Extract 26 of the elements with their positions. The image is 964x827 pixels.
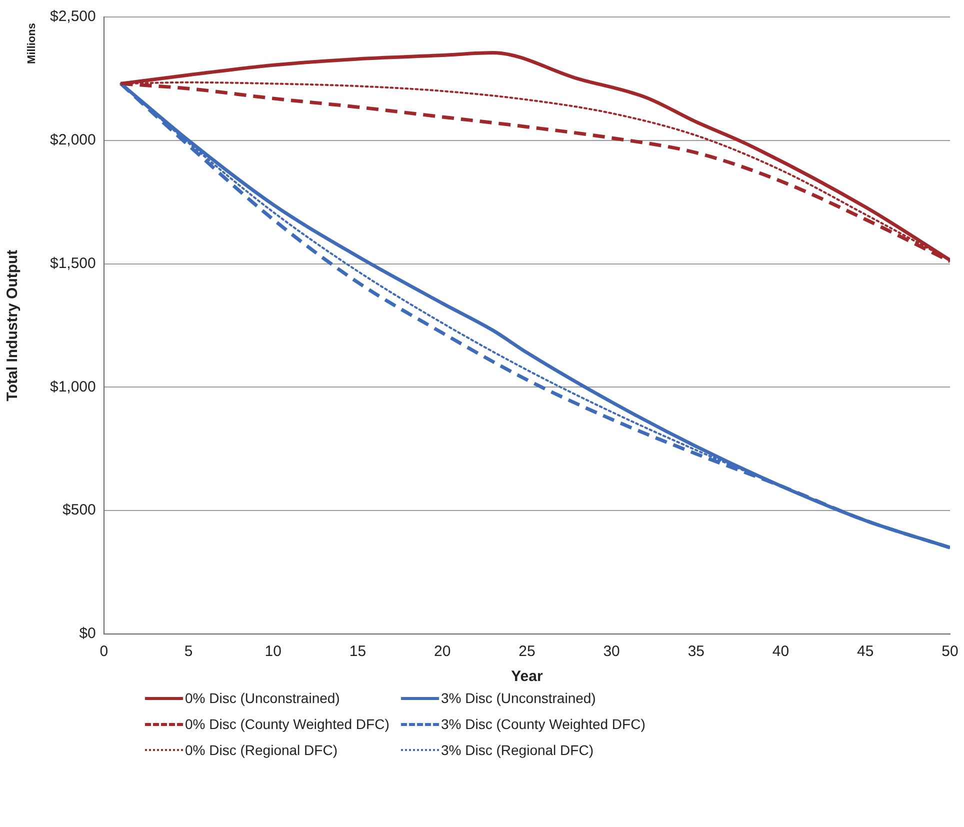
x-tick-label: 5 xyxy=(184,643,193,660)
x-axis-title: Year xyxy=(511,668,543,686)
x-tick-label: 40 xyxy=(772,643,790,660)
legend-label: 3% Disc (Regional DFC) xyxy=(441,742,594,758)
legend-label: 0% Disc (County Weighted DFC) xyxy=(185,716,390,732)
y-tick-label: $1,000 xyxy=(50,378,96,396)
x-tick-label: 35 xyxy=(688,643,705,660)
y-tick-label: $500 xyxy=(62,502,96,519)
x-tick-label: 10 xyxy=(264,643,282,660)
x-tick-label: 25 xyxy=(518,643,536,660)
x-tick-label: 45 xyxy=(857,643,874,660)
x-tick-label: 50 xyxy=(942,643,958,660)
y-tick-label: $0 xyxy=(79,625,96,642)
legend-label: 3% Disc (County Weighted DFC) xyxy=(441,716,646,732)
x-tick-label: 30 xyxy=(603,643,620,660)
legend-label: 3% Disc (Unconstrained) xyxy=(441,690,596,706)
text: Millions xyxy=(26,23,38,64)
x-tick-label: 0 xyxy=(100,643,108,660)
x-tick-label: 20 xyxy=(434,643,451,660)
x-tick-label: 15 xyxy=(349,643,366,660)
y-axis-title: Total Industry Output xyxy=(4,250,22,402)
y-tick-label: $2,000 xyxy=(50,132,96,149)
y-tick-label: $1,500 xyxy=(50,254,96,272)
y-tick-label: $2,500 xyxy=(50,8,96,26)
legend-label: 0% Disc (Unconstrained) xyxy=(185,690,340,706)
legend-label: 0% Disc (Regional DFC) xyxy=(185,742,338,758)
